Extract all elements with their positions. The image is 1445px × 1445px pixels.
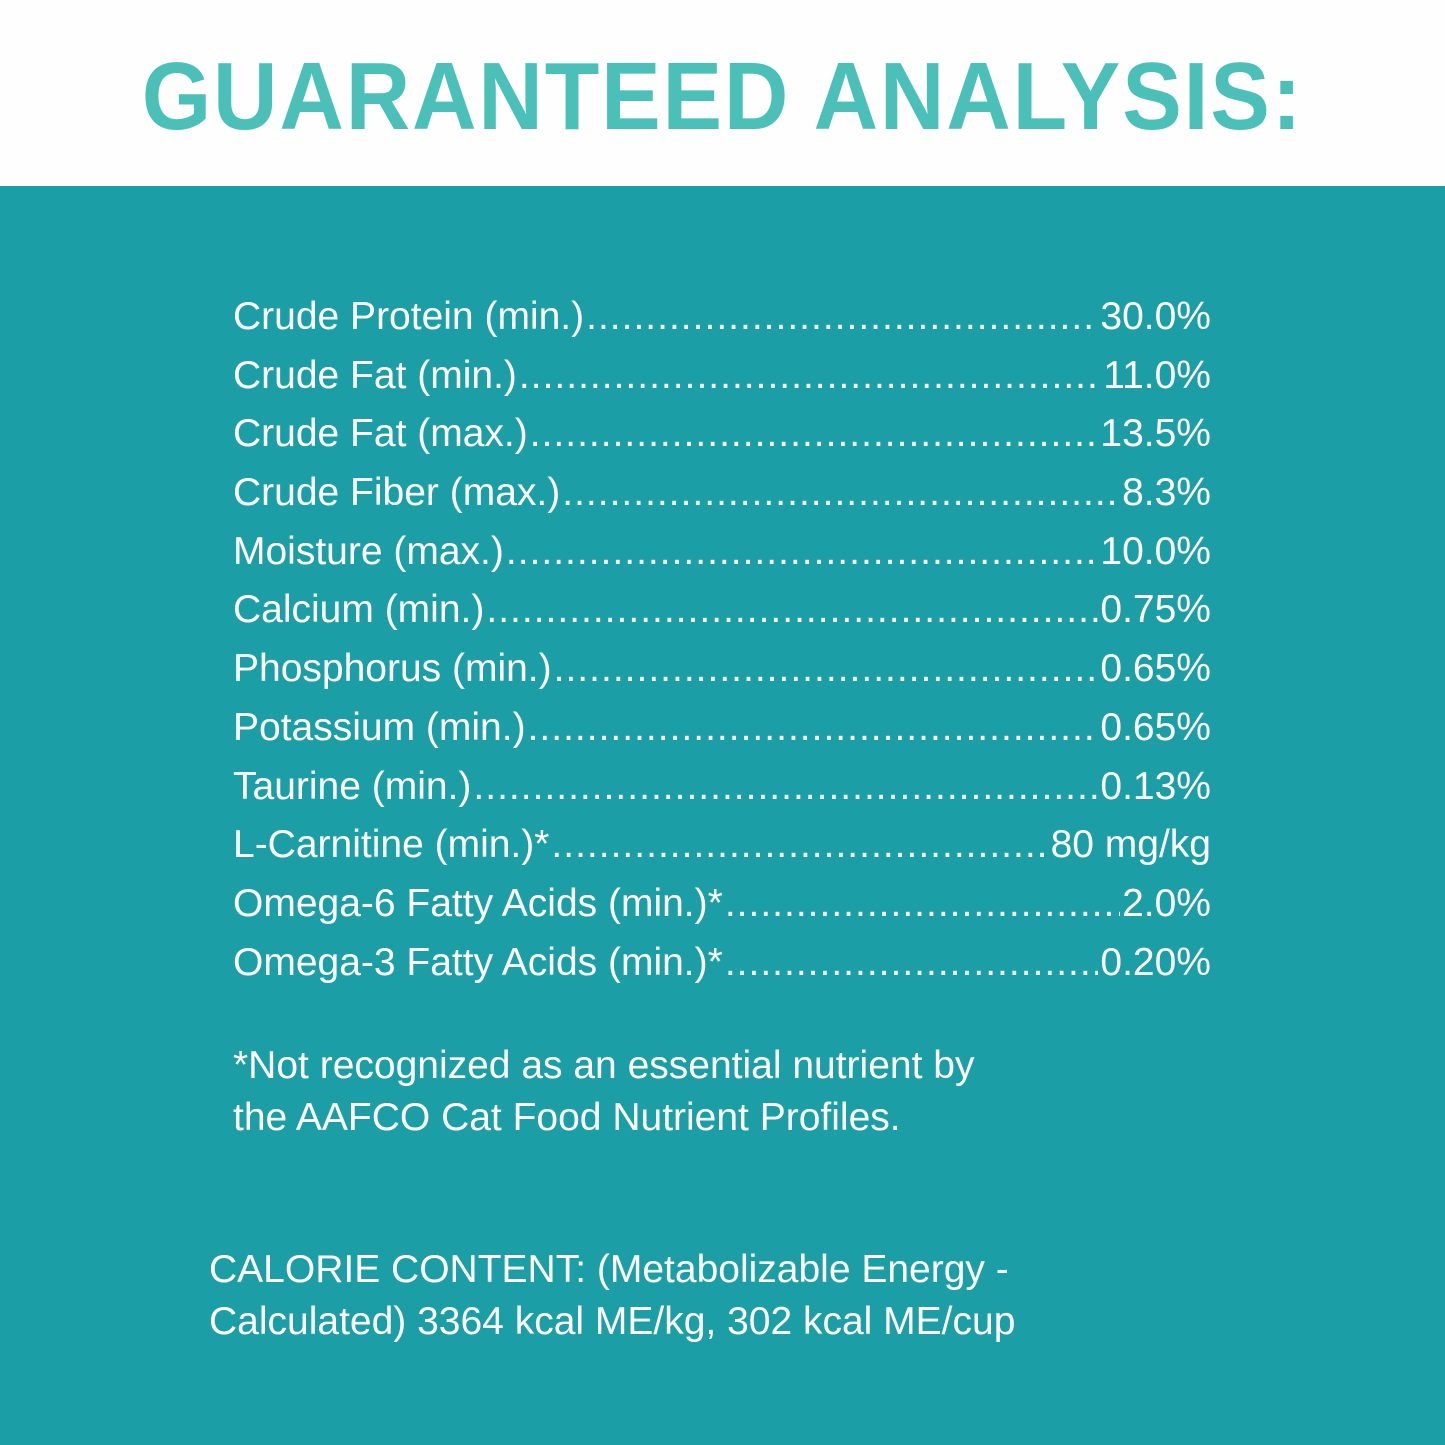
nutrient-label: Crude Fat (min.) [233, 353, 517, 397]
nutrient-value: 0.65% [1100, 647, 1211, 691]
analysis-row-l-carnitine-min: L-Carnitine (min.)* 80 mg/kg [233, 816, 1211, 875]
nutrient-value: 2.0% [1122, 881, 1211, 925]
footnote-line-2: the AAFCO Cat Food Nutrient Profiles. [233, 1096, 901, 1139]
nutrient-label: Crude Fat (max.) [233, 412, 528, 456]
nutrient-value: 0.13% [1100, 764, 1211, 808]
nutrient-label: Potassium (min.) [233, 705, 526, 749]
analysis-row-calcium-min: Calcium (min.) 0.75% [233, 581, 1211, 640]
analysis-row-taurine-min: Taurine (min.) 0.13% [233, 758, 1211, 817]
analysis-row-crude-protein-min: Crude Protein (min.) 30.0% [233, 288, 1211, 347]
nutrient-label: Phosphorus (min.) [233, 647, 552, 691]
analysis-row-moisture-max: Moisture (max.) 10.0% [233, 523, 1211, 582]
nutrient-value: 30.0% [1100, 295, 1211, 338]
footnote-line-1: *Not recognized as an essential nutrient… [233, 1044, 975, 1087]
analysis-row-crude-fat-min: Crude Fat (min.) 11.0% [233, 347, 1211, 406]
analysis-row-omega-3-min: Omega-3 Fatty Acids (min.)* 0.20% [233, 934, 1211, 993]
nutrient-label: L-Carnitine (min.)* [233, 823, 550, 867]
footnote: *Not recognized as an essential nutrient… [233, 1040, 1233, 1144]
dot-leader [554, 640, 1099, 698]
calorie-line-1: CALORIE CONTENT: (Metabolizable Energy - [209, 1248, 1009, 1291]
header-banner: GUARANTEED ANALYSIS: [0, 0, 1445, 186]
nutrient-label: Crude Protein (min.) [233, 295, 585, 338]
analysis-row-crude-fat-max: Crude Fat (max.) 13.5% [233, 405, 1211, 464]
page-title: GUARANTEED ANALYSIS: [141, 43, 1304, 150]
dot-leader [551, 816, 1048, 874]
nutrient-value: 11.0% [1103, 353, 1211, 397]
calorie-line-2: Calculated) 3364 kcal ME/kg, 302 kcal ME… [209, 1300, 1016, 1343]
dot-leader [725, 875, 1120, 933]
nutrient-label: Omega-3 Fatty Acids (min.)* [233, 940, 723, 984]
dot-leader [562, 464, 1120, 522]
nutrient-label: Omega-6 Fatty Acids (min.)* [233, 881, 723, 925]
dot-leader [528, 699, 1099, 757]
analysis-row-omega-6-min: Omega-6 Fatty Acids (min.)* 2.0% [233, 875, 1211, 934]
dot-leader [530, 405, 1099, 463]
dot-leader [473, 758, 1098, 816]
analysis-row-crude-fiber-max: Crude Fiber (max.) 8.3% [233, 464, 1211, 523]
calorie-content: CALORIE CONTENT: (Metabolizable Energy -… [209, 1244, 1269, 1348]
analysis-row-potassium-min: Potassium (min.) 0.65% [233, 699, 1211, 758]
nutrient-value: 0.75% [1100, 588, 1211, 632]
dot-leader [506, 523, 1099, 581]
dot-leader [486, 581, 1098, 639]
analysis-row-phosphorus-min: Phosphorus (min.) 0.65% [233, 640, 1211, 699]
nutrient-value: 13.5% [1100, 412, 1211, 456]
nutrient-value: 80 mg/kg [1050, 823, 1211, 867]
nutrient-label: Crude Fiber (max.) [233, 471, 561, 515]
nutrient-value: 0.65% [1100, 705, 1211, 749]
guaranteed-analysis-list: Crude Protein (min.) 30.0% Crude Fat (mi… [233, 288, 1211, 992]
nutrient-value: 10.0% [1100, 529, 1211, 573]
dot-leader [586, 288, 1098, 346]
nutrient-label: Calcium (min.) [233, 588, 485, 632]
nutrient-value: 0.20% [1100, 940, 1211, 984]
dot-leader [519, 347, 1101, 405]
nutrient-label: Taurine (min.) [233, 764, 472, 808]
nutrient-label: Moisture (max.) [233, 529, 504, 573]
dot-leader [725, 934, 1099, 992]
nutrient-value: 8.3% [1122, 471, 1211, 515]
